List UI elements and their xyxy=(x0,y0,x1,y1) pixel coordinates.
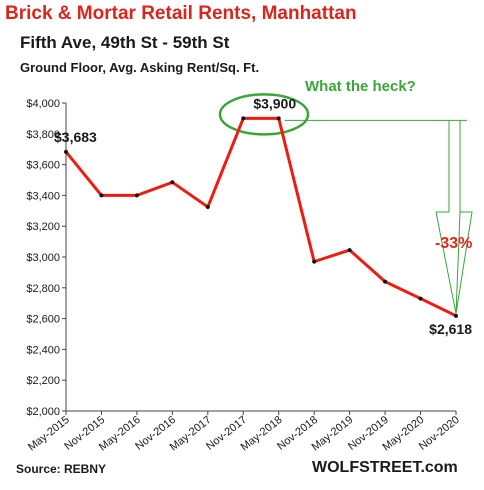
y-tick-label: $3,000 xyxy=(26,252,60,264)
y-tick-label: $2,600 xyxy=(26,314,60,326)
data-point xyxy=(99,193,104,198)
data-point xyxy=(134,193,139,198)
chart-subtitle-metric: Ground Floor, Avg. Asking Rent/Sq. Ft. xyxy=(20,60,260,75)
annotation-percent-change: -33% xyxy=(435,235,472,252)
data-point xyxy=(418,296,423,301)
chart-title: Brick & Mortar Retail Rents, Manhattan xyxy=(5,3,357,24)
y-tick-label: $2,200 xyxy=(26,375,60,387)
y-tick-label: $3,600 xyxy=(26,160,60,172)
data-point xyxy=(64,149,68,154)
y-tick-label: $4,000 xyxy=(26,98,60,110)
data-label: $3,900 xyxy=(253,95,296,111)
data-point xyxy=(241,116,246,121)
x-tick-label: Nov-2020 xyxy=(417,414,462,453)
brand-watermark: WOLFSTREET.com xyxy=(312,459,458,476)
y-tick-label: $3,800 xyxy=(26,129,60,141)
data-point xyxy=(170,180,175,185)
y-tick-label: $2,800 xyxy=(26,283,60,295)
data-point xyxy=(205,204,210,209)
y-tick-label: $3,200 xyxy=(26,221,60,233)
data-label: $2,618 xyxy=(429,321,472,337)
annotation-callout: What the heck? xyxy=(305,78,416,95)
series-line xyxy=(64,116,457,318)
source-note: Source: REBNY xyxy=(16,462,107,476)
data-point xyxy=(454,313,458,318)
down-arrow-head xyxy=(435,211,473,314)
data-point xyxy=(276,116,281,121)
peak-highlight-ellipse xyxy=(218,93,310,136)
chart-subtitle: Fifth Ave, 49th St - 59th St xyxy=(20,33,230,52)
data-point xyxy=(312,259,317,264)
y-tick-label: $3,400 xyxy=(26,190,60,202)
y-tick-label: $2,000 xyxy=(26,406,60,418)
y-tick-label: $2,400 xyxy=(26,344,60,356)
data-point xyxy=(383,279,388,284)
data-point xyxy=(347,248,352,253)
data-label: $3,683 xyxy=(54,129,97,145)
